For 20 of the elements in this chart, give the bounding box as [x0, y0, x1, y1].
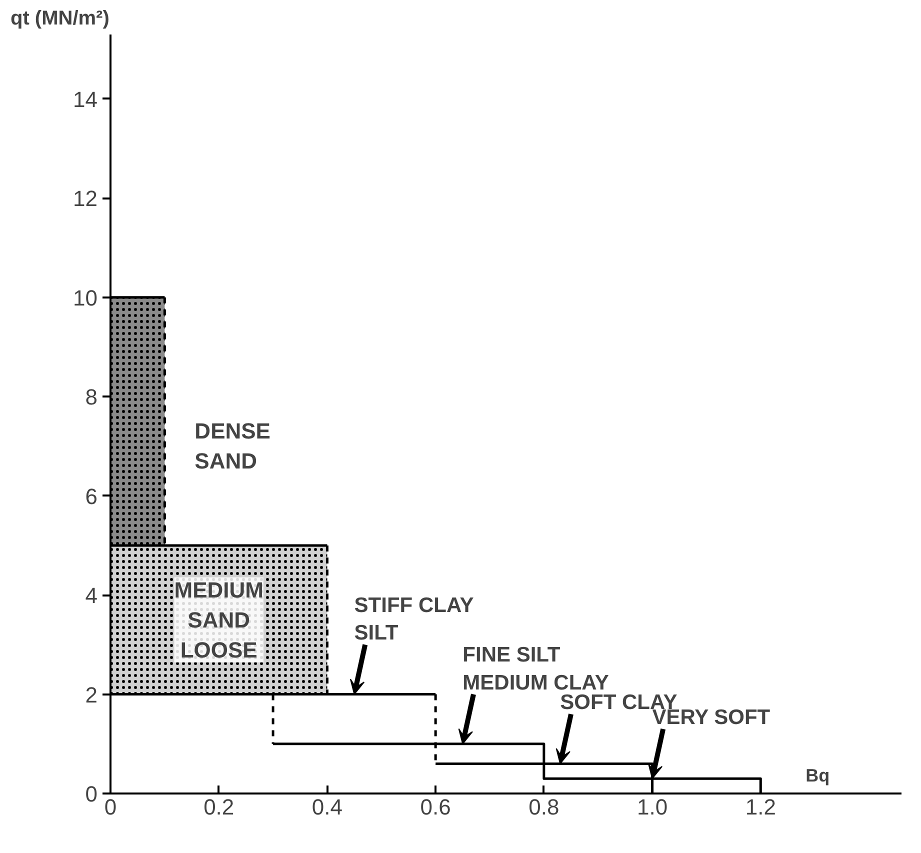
y-tick-label: 4: [85, 583, 98, 608]
x-tick-label: 0: [104, 794, 117, 820]
y-tick-label: 10: [73, 285, 98, 310]
x-tick-label: 0.4: [312, 794, 343, 820]
series-label: DENSE SAND: [194, 418, 270, 474]
y-tick-label: 14: [73, 86, 98, 112]
x-tick-label: 0.2: [204, 794, 234, 820]
y-tick-label: 12: [73, 186, 98, 212]
y-axis-title: qt (MN/m²): [10, 8, 110, 30]
x-axis-title: Bq: [806, 766, 830, 786]
series-label: MEDIUM SAND LOOSE: [174, 577, 264, 662]
y-tick-label: 6: [85, 484, 98, 509]
y-tick-label: 8: [85, 384, 98, 410]
x-tick-label: 0.6: [420, 794, 451, 820]
x-tick-label: 0.8: [528, 794, 560, 820]
y-tick-label: 2: [85, 682, 98, 708]
annotation: FINE SILT MEDIUM CLAY: [462, 644, 609, 694]
x-tick-label: 1.0: [636, 794, 668, 820]
annotation: STIFF CLAY SILT: [354, 594, 474, 645]
x-tick-label: 1.2: [745, 794, 776, 820]
